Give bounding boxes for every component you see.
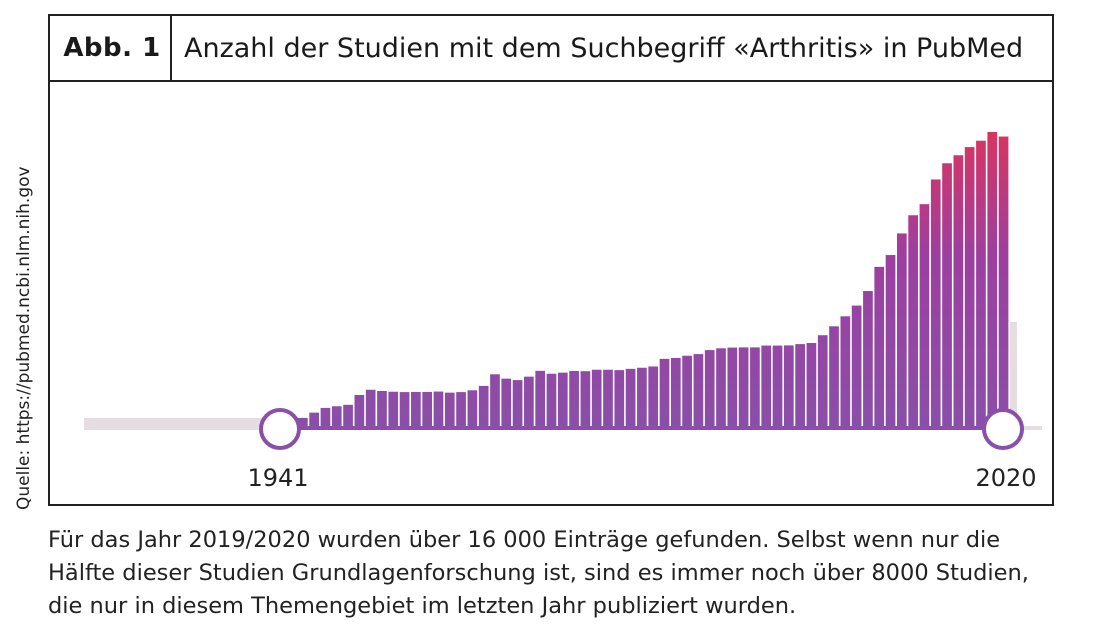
figure-title: Anzahl der Studien mit dem Suchbegriff «… (184, 32, 1024, 64)
bar (365, 389, 376, 427)
range-end-handle[interactable] (982, 408, 1024, 450)
bar (535, 370, 546, 427)
bar (580, 371, 591, 427)
bar (478, 385, 489, 427)
bar (411, 391, 421, 427)
bars-group (298, 132, 1009, 428)
bar (591, 369, 602, 427)
figure-header: Abb. 1 Anzahl der Studien mit dem Suchbe… (50, 16, 1052, 82)
bar (772, 345, 783, 427)
bar (976, 140, 986, 427)
bar (354, 395, 365, 427)
bar (648, 366, 659, 427)
bar (490, 374, 500, 427)
bar (309, 412, 319, 427)
pre-range-faded-bar (84, 418, 280, 426)
bar (377, 391, 387, 427)
bar (603, 369, 613, 427)
bar (557, 372, 568, 427)
bar (546, 373, 557, 427)
figure-label: Abb. 1 (50, 16, 172, 80)
bar (659, 358, 670, 427)
bar (738, 347, 749, 427)
bar (501, 378, 512, 427)
bar (761, 345, 772, 427)
bar (942, 163, 952, 427)
bar (829, 326, 839, 427)
bar (987, 132, 998, 427)
bar (320, 407, 331, 427)
bar (908, 215, 918, 427)
bar (919, 204, 930, 427)
bar (840, 316, 851, 427)
bar (863, 291, 873, 427)
bar (670, 357, 681, 427)
bar (343, 404, 353, 427)
x-end-label: 2020 (975, 464, 1036, 492)
bar (750, 347, 760, 427)
bar (896, 233, 907, 427)
figure-frame: Abb. 1 Anzahl der Studien mit dem Suchbe… (48, 14, 1054, 506)
bar (444, 392, 455, 427)
bar (817, 335, 828, 427)
bar (456, 392, 466, 427)
bar (433, 391, 444, 427)
bar (614, 370, 625, 427)
figure-caption: Für das Jahr 2019/2020 wurden über 16 00… (48, 527, 1029, 619)
bar (298, 417, 308, 427)
bar (851, 305, 862, 427)
range-start-handle[interactable] (259, 408, 301, 450)
x-start-label: 1941 (247, 464, 308, 492)
bar (682, 355, 692, 427)
bar (524, 376, 534, 427)
bar (625, 368, 636, 427)
bar (331, 406, 342, 427)
bar (806, 343, 817, 427)
bar (998, 136, 1009, 428)
bar (467, 390, 478, 427)
bar (399, 392, 410, 427)
bar (512, 380, 523, 427)
bar (783, 345, 794, 427)
bar (693, 354, 704, 427)
bar (795, 344, 805, 427)
bar (727, 347, 738, 427)
bar (637, 367, 647, 427)
bar (885, 255, 896, 427)
bar (704, 350, 715, 427)
bar (422, 391, 433, 427)
bar (388, 391, 399, 427)
bar (569, 371, 579, 427)
bar (874, 266, 885, 427)
bar (930, 179, 941, 427)
bar (716, 348, 726, 427)
bar (964, 147, 975, 427)
trailing-faded-bar (1010, 322, 1017, 428)
bar (953, 155, 964, 427)
